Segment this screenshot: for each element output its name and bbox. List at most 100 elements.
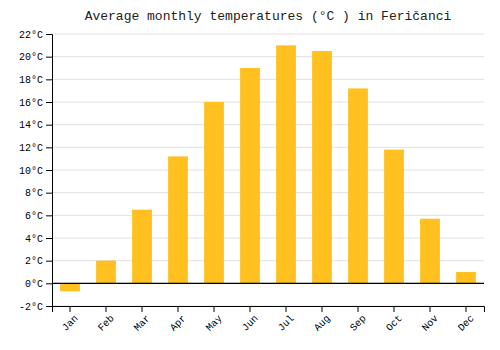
y-tick-mark [46, 34, 52, 35]
x-tick-label: Sep [348, 313, 369, 334]
y-axis: -2°C 0°C 2°C 4°C 6°C 8°C 10°C 12°C 14°C 16°C 18°C 2… [19, 30, 53, 313]
bar [60, 283, 80, 291]
x-tick: Jun [240, 306, 261, 334]
y-tick: 18°C [19, 75, 52, 86]
y-tick-mark [46, 238, 52, 239]
y-tick: 10°C [19, 166, 52, 177]
x-tick-mark [106, 306, 107, 312]
x-tick-label: May [204, 313, 225, 334]
x-tick: Apr [168, 306, 189, 334]
x-tick-label: Apr [168, 313, 189, 334]
y-tick-mark [46, 170, 52, 171]
x-tick-mark [286, 306, 287, 312]
y-tick-label: 6°C [25, 211, 43, 222]
grid-line [52, 283, 484, 284]
y-tick-mark [46, 261, 52, 262]
y-tick-label: 14°C [19, 120, 43, 131]
bars [60, 45, 476, 291]
x-tick-label: Oct [384, 313, 405, 334]
y-axis-line [46, 35, 53, 307]
y-tick: 8°C [25, 188, 52, 199]
grid-line [52, 34, 484, 35]
x-tick-mark [466, 306, 467, 312]
bar [420, 219, 440, 284]
bar [168, 156, 188, 283]
x-tick-label: Feb [96, 313, 117, 334]
grid-line [52, 56, 484, 57]
grid-line [52, 170, 484, 171]
grid [52, 34, 484, 306]
x-tick-label: Mar [132, 313, 153, 334]
bar [312, 51, 332, 283]
y-tick-label: 2°C [25, 256, 43, 267]
x-tick-mark [214, 306, 215, 312]
y-tick: 4°C [25, 234, 52, 245]
y-tick-label: 22°C [19, 30, 43, 41]
y-tick: 14°C [19, 120, 52, 131]
x-tick: Mar [132, 306, 153, 334]
y-tick: -2°C [19, 302, 52, 313]
zero-line [52, 283, 484, 284]
x-tick: Sep [348, 306, 369, 334]
y-tick-label: 12°C [19, 143, 43, 154]
y-tick: 0°C [25, 279, 52, 290]
bar [240, 68, 260, 283]
y-tick-mark [46, 79, 52, 80]
chart: -2°C 0°C 2°C 4°C 6°C 8°C 10°C 12°C 14°C 16°C 18°C 2… [0, 0, 500, 350]
y-tick: 6°C [25, 211, 52, 222]
x-tick-label: Jul [276, 313, 297, 334]
grid-line [52, 238, 484, 239]
x-tick: May [204, 306, 225, 334]
y-tick: 12°C [19, 143, 52, 154]
y-tick-label: 16°C [19, 98, 43, 109]
x-tick: Nov [420, 306, 441, 334]
bar [204, 102, 224, 283]
y-tick-label: 18°C [19, 75, 43, 86]
bar [348, 88, 368, 283]
bar [384, 150, 404, 284]
bar [132, 210, 152, 284]
y-tick: 22°C [19, 30, 52, 41]
y-tick-label: 4°C [25, 234, 43, 245]
y-tick-mark [46, 57, 52, 58]
y-tick-label: -2°C [19, 302, 43, 313]
y-tick: 2°C [25, 256, 52, 267]
y-tick-mark [46, 306, 52, 307]
grid-line [52, 102, 484, 103]
x-tick-mark [142, 306, 143, 312]
x-axis-line [53, 307, 485, 313]
y-tick: 20°C [19, 52, 52, 63]
bar [96, 261, 116, 284]
y-tick-mark [46, 102, 52, 103]
x-tick-label: Nov [420, 313, 441, 334]
x-tick-label: Jan [60, 313, 81, 334]
y-tick-mark [46, 193, 52, 194]
y-tick-label: 8°C [25, 188, 43, 199]
x-tick-label: Dec [456, 313, 477, 334]
x-tick-mark [250, 306, 251, 312]
x-tick: Feb [96, 306, 117, 334]
grid-line [52, 260, 484, 261]
x-tick-mark [358, 306, 359, 312]
x-tick-mark [178, 306, 179, 312]
y-tick-mark [46, 215, 52, 216]
y-tick-mark [46, 125, 52, 126]
plot: -2°C 0°C 2°C 4°C 6°C 8°C 10°C 12°C 14°C 16°C 18°C 2… [19, 30, 485, 334]
bar [456, 272, 476, 283]
x-tick-label: Jun [240, 313, 261, 334]
grid-line [52, 147, 484, 148]
y-tick-mark [46, 147, 52, 148]
x-tick-mark [70, 306, 71, 312]
x-tick: Oct [384, 306, 405, 334]
x-tick-label: Aug [312, 313, 333, 334]
x-tick: Jul [276, 306, 297, 334]
bar [276, 45, 296, 283]
y-tick-label: 20°C [19, 52, 43, 63]
grid-line [52, 79, 484, 80]
grid-line [52, 192, 484, 193]
title: Average monthly temperatures (°C ) in Fe… [85, 9, 452, 24]
grid-line [52, 215, 484, 216]
grid-line [52, 124, 484, 125]
x-tick-mark [430, 306, 431, 312]
x-tick: Jan [60, 306, 81, 334]
